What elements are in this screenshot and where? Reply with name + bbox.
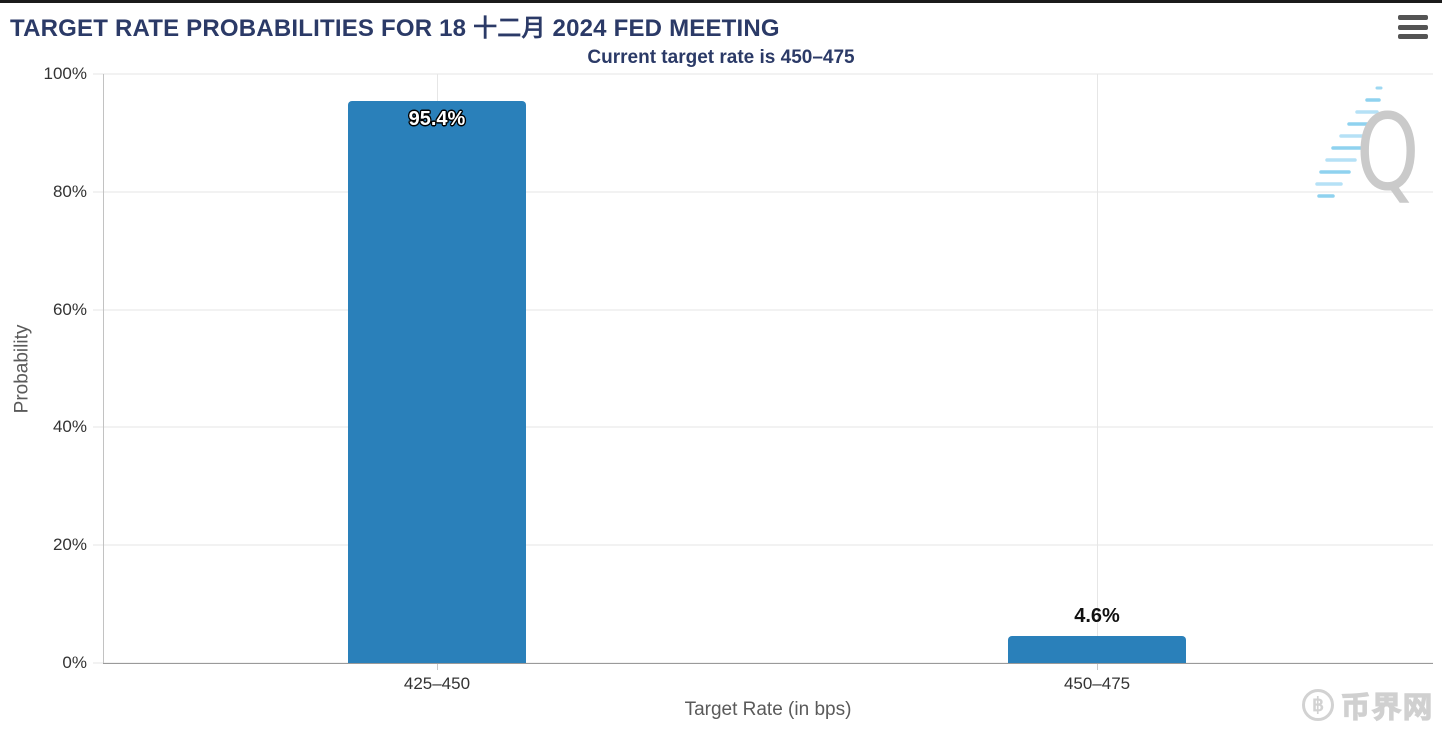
y-tick-label: 20%	[52, 535, 87, 555]
h-gridline	[93, 426, 1433, 428]
h-gridline	[93, 191, 1433, 193]
site-watermark-text: 币界网	[1340, 691, 1434, 724]
y-axis-line	[103, 74, 104, 663]
plot-area: Q 95.4% 4.6%	[93, 73, 1433, 664]
x-tick-label: 450–475	[1063, 674, 1131, 693]
bar-425–450[interactable]	[347, 101, 526, 663]
x-tick-mark	[1097, 663, 1099, 670]
y-tick-label: 60%	[52, 299, 87, 319]
y-tick-label: 0%	[62, 653, 87, 672]
x-axis-title: Target Rate (in bps)	[684, 699, 852, 720]
bar-450–475[interactable]	[1008, 635, 1187, 663]
h-gridline	[93, 309, 1433, 311]
h-gridline	[93, 544, 1433, 546]
x-tick-label: 425–450	[403, 674, 471, 693]
x-tick-mark	[436, 663, 438, 670]
v-gridline	[1097, 74, 1099, 663]
hamburger-bar	[1398, 24, 1428, 30]
hamburger-bar	[1398, 15, 1428, 20]
hamburger-bar	[1398, 34, 1428, 39]
x-axis-strip: 425–450 450–475	[103, 663, 1433, 703]
x-axis-line	[103, 663, 1433, 664]
coin-icon: ฿	[1301, 689, 1334, 721]
y-tick-label: 100%	[43, 64, 87, 83]
h-gridline	[93, 73, 1433, 75]
quikstrike-logo-watermark: Q	[1315, 78, 1425, 208]
hamburger-menu-icon[interactable]	[1398, 15, 1428, 39]
q-logo-letter: Q	[1355, 91, 1419, 214]
bar-value-label: 95.4%	[408, 108, 466, 131]
y-tick-label: 40%	[52, 417, 87, 437]
site-watermark: ฿ 币界网	[1301, 684, 1434, 726]
chart-subtitle: Current target rate is 450–475	[587, 47, 855, 68]
page-title: TARGET RATE PROBABILITIES FOR 18 十二月 202…	[10, 15, 780, 42]
y-axis-tick-labels: 0% 20% 40% 60% 80% 100%	[0, 64, 95, 672]
speed-lines-icon	[1315, 86, 1383, 198]
bar-value-label: 4.6%	[1074, 604, 1120, 627]
y-tick-label: 80%	[52, 181, 87, 201]
